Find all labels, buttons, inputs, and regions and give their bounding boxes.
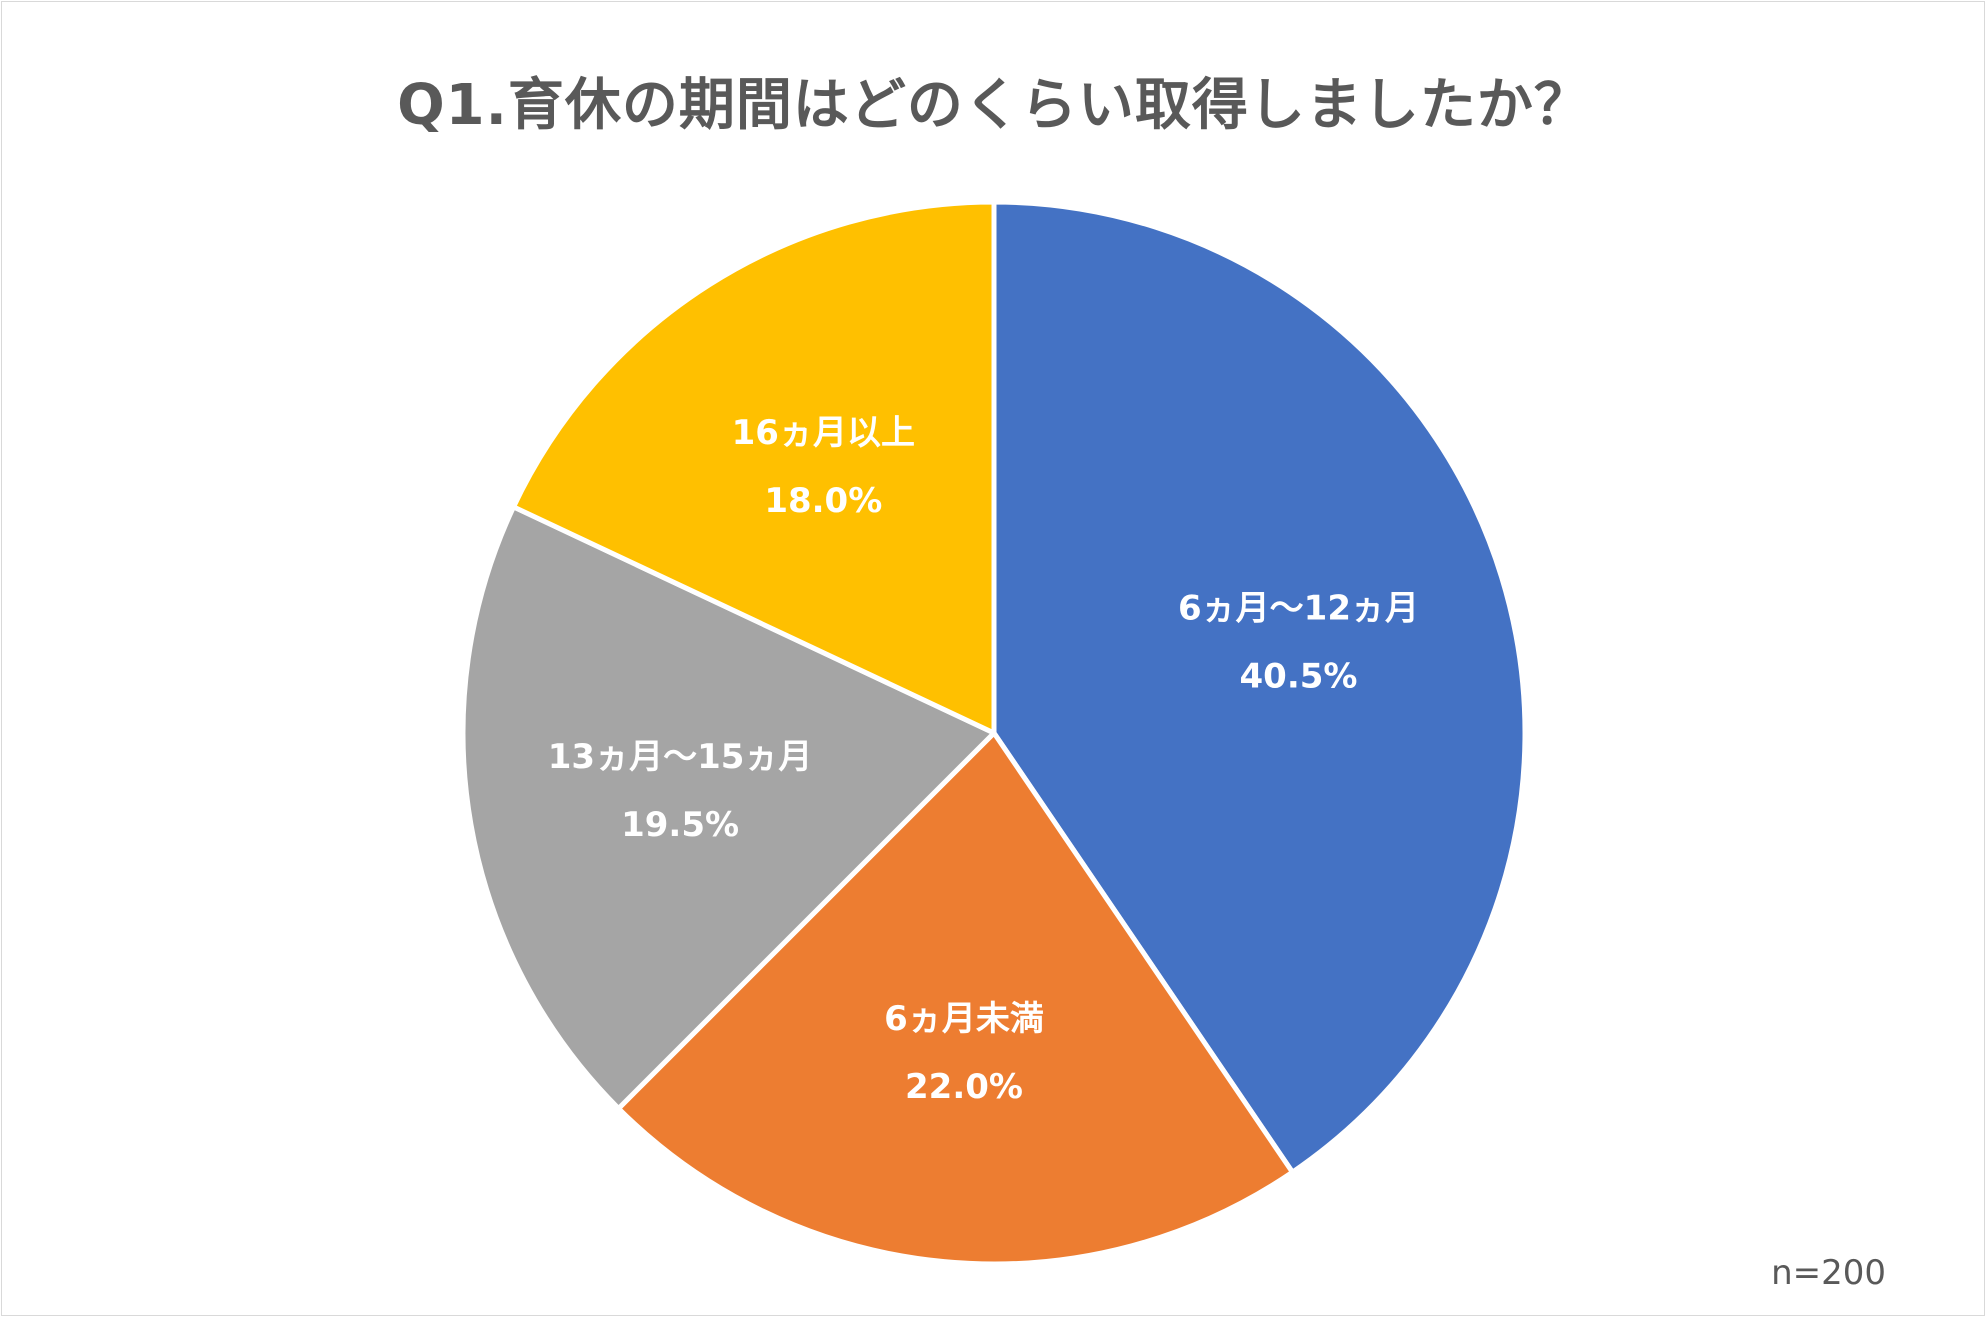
- slice-value-label-4: 18.0%: [764, 481, 882, 521]
- slice-category-label-1: 6ヵ月〜12ヵ月: [1178, 588, 1419, 628]
- slice-category-label-4: 16ヵ月以上: [732, 413, 915, 453]
- slice-value-label-2: 22.0%: [905, 1067, 1023, 1107]
- pie-slice-2: [616, 730, 1295, 1267]
- chart-title: Q1.育休の期間はどのくらい取得しましたか？: [397, 73, 1591, 138]
- sample-size-note: n=200: [1771, 1253, 1886, 1293]
- pie-slice-4: [511, 199, 997, 736]
- slice-value-label-1: 40.5%: [1240, 656, 1358, 696]
- pie-slice-1: [991, 199, 1528, 1175]
- slice-value-label-3: 19.5%: [621, 805, 739, 845]
- pie-slice-3: [460, 504, 997, 1111]
- slice-category-label-3: 13ヵ月〜15ヵ月: [548, 737, 813, 777]
- slice-category-label-2: 6ヵ月未満: [884, 999, 1044, 1039]
